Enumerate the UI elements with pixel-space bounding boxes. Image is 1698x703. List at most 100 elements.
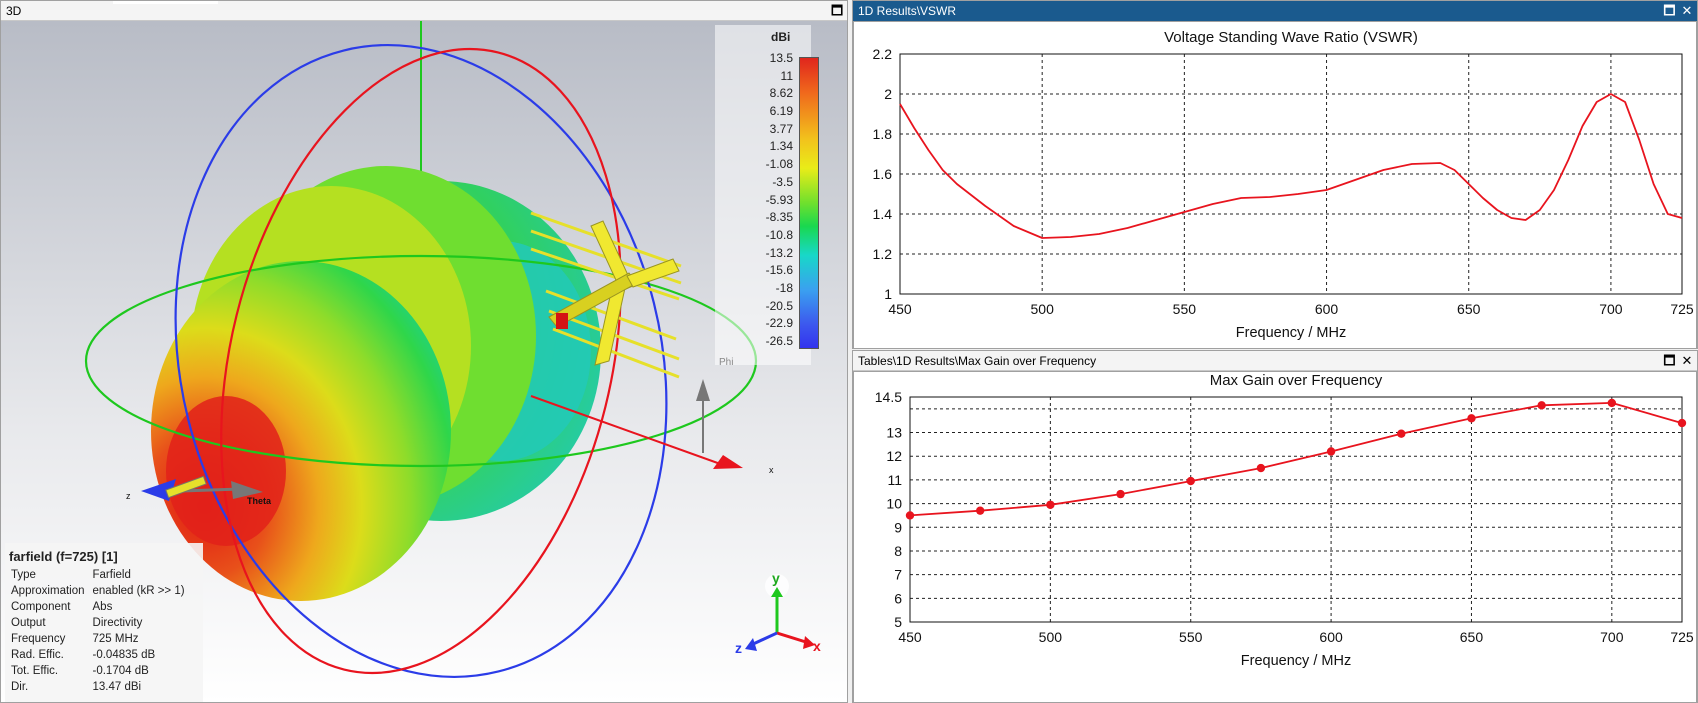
legend-tick: -10.8	[765, 227, 793, 242]
x-axis-label: Frequency / MHz	[1241, 653, 1351, 669]
data-point	[1677, 418, 1687, 428]
theta-arrow-head	[231, 481, 263, 499]
y-tick-label: 1.6	[873, 166, 893, 182]
info-row: Component Abs	[11, 599, 193, 615]
close-icon[interactable]: ✕	[1681, 353, 1693, 368]
restore-icon[interactable]: 🗖	[1663, 3, 1676, 18]
info-row: Dir. 13.47 dBi	[11, 679, 193, 695]
vswr-chart[interactable]: Voltage Standing Wave Ratio (VSWR) 450 500…	[854, 22, 1696, 348]
info-title: farfield (f=725) [1]	[9, 549, 118, 564]
triad-y-label: y	[772, 570, 780, 586]
data-point	[975, 506, 985, 515]
view3d-title: 3D	[6, 4, 22, 18]
info-row: Type Farfield	[11, 567, 193, 583]
gain-chart-area[interactable]: Max Gain over Frequency 450 500 550 600 650 70…	[853, 371, 1697, 702]
legend-ticks: 13.5 11 8.62 6.19 3.77 1.34 -1.08 -3.5 -5.93 -8.3…	[715, 51, 793, 352]
chart-title: Voltage Standing Wave Ratio (VSWR)	[1164, 29, 1418, 46]
info-row: Output Directivity	[11, 615, 193, 631]
chart-title: Max Gain over Frequency	[1210, 372, 1383, 389]
info-label: Type	[11, 569, 36, 581]
legend-tick: -20.5	[765, 298, 793, 313]
legend-tick: 13.5	[769, 51, 793, 65]
y-tick-label: 6	[894, 590, 902, 606]
info-value: Directivity	[92, 617, 143, 629]
series-line	[899, 93, 1683, 239]
restore-icon[interactable]: 🗖	[830, 3, 844, 18]
x-tick-label: 650	[1457, 301, 1481, 317]
info-label: Approximation	[11, 585, 85, 597]
info-value: Abs	[92, 601, 113, 613]
vswr-chart-area[interactable]: Voltage Standing Wave Ratio (VSWR) 450 500…	[853, 21, 1697, 348]
x-tick-label: 725	[1670, 629, 1694, 645]
y-tick-label: 10	[886, 496, 902, 512]
vswr-window-title: 1D Results\VSWR	[858, 4, 957, 18]
info-label: Output	[11, 617, 46, 629]
close-icon[interactable]: ✕	[1681, 3, 1693, 18]
plot-frame	[899, 53, 1683, 295]
legend-unit: dBi	[771, 30, 791, 44]
gain-window: Tables\1D Results\Max Gain over Frequenc…	[852, 350, 1698, 703]
x-axis-label: Frequency / MHz	[1236, 325, 1346, 341]
legend-colorbar	[799, 57, 819, 349]
y-tick-label: 14.5	[875, 389, 902, 405]
vswr-titlebar: 1D Results\VSWR 🗖 ✕	[853, 1, 1697, 21]
view3d-window: 3D 🗖	[0, 0, 848, 703]
x-axis-arrow	[713, 455, 743, 469]
data-point	[1537, 401, 1546, 410]
data-point	[1116, 489, 1125, 499]
x-tick-label: 550	[1179, 629, 1203, 645]
x-tick-label: 500	[1039, 629, 1063, 645]
restore-icon[interactable]: 🗖	[1663, 353, 1676, 368]
yagi-antenna	[530, 211, 682, 379]
info-label: Frequency	[11, 633, 66, 645]
x-tick-label: 725	[1670, 301, 1694, 317]
info-label: Dir.	[11, 681, 29, 693]
info-label: Rad. Effic.	[11, 649, 64, 661]
info-table: Type Farfield Approximation enabled (kR >> …	[11, 567, 193, 695]
z-axis-arrow	[141, 479, 176, 501]
view3d-titlebar: 3D 🗖	[1, 1, 847, 21]
small-antenna	[165, 475, 207, 499]
x-tick-label: 550	[1173, 301, 1197, 317]
info-row: Approximation enabled (kR >> 1)	[11, 583, 193, 599]
data-point	[1046, 500, 1055, 509]
y-tick-label: 2.2	[873, 46, 893, 62]
x-axis-line	[530, 395, 727, 467]
view3d-canvas[interactable]: z Theta x y x z dBi 13.5 11 8.62 6.19 3.77 1.…	[1, 21, 847, 702]
y-tick-label: 1.2	[873, 246, 893, 262]
data-point	[1326, 447, 1336, 456]
red-ring	[220, 47, 622, 675]
legend-phi-label: Phi	[719, 357, 734, 368]
y-tick-label: 1.8	[873, 126, 893, 142]
y-tick-label: 8	[894, 543, 902, 559]
legend-tick: -1.08	[765, 157, 793, 172]
legend-tick: 6.19	[769, 104, 793, 119]
legend-tick: 11	[780, 68, 793, 83]
legend-tick: -3.5	[772, 174, 793, 189]
info-value: Farfield	[92, 569, 131, 581]
tab-stub[interactable]	[113, 1, 218, 4]
x-tick-label: 650	[1460, 629, 1484, 645]
x-axis-label: x	[769, 465, 774, 475]
triad-z-label: z	[735, 640, 742, 656]
data-point	[905, 511, 915, 520]
main-lobe-peak	[166, 396, 286, 546]
farfield-scene[interactable]: z Theta x y x z	[1, 21, 847, 702]
x-tick-label: 600	[1319, 629, 1343, 645]
info-row: Tot. Effic. -0.1704 dB	[11, 663, 193, 679]
x-tick-label: 450	[898, 629, 922, 645]
data-point	[1607, 398, 1617, 408]
legend-tick: -13.2	[765, 245, 793, 260]
legend-tick: -26.5	[765, 334, 793, 348]
theta-arrow-line	[180, 487, 242, 493]
info-value: -0.04835 dB	[92, 649, 156, 661]
info-label: Tot. Effic.	[11, 665, 59, 677]
legend-tick: 3.77	[769, 121, 793, 136]
gain-chart[interactable]: Max Gain over Frequency 450 500 550 600 650 70…	[854, 372, 1696, 702]
color-legend: dBi 13.5 11 8.62 6.19 3.77 1.34 -1.08 -3.5 -5.93…	[715, 25, 819, 368]
orientation-triad: y x z	[735, 570, 821, 656]
info-label: Component	[11, 601, 71, 613]
data-point	[1256, 463, 1266, 473]
feed-point	[556, 313, 568, 329]
legend-tick: -15.6	[765, 263, 793, 278]
